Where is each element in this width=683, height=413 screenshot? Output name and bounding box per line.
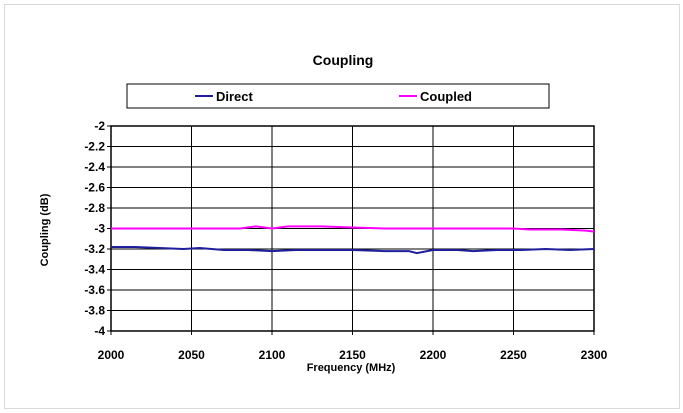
legend-label-coupled: Coupled: [420, 89, 472, 104]
x-axis-label: Frequency (MHz): [307, 362, 396, 374]
series-line-coupled: [111, 225, 595, 233]
legend-label-direct: Direct: [216, 89, 254, 104]
x-tick-label: 2150: [339, 348, 366, 362]
y-tick-label: -2.6: [84, 181, 105, 195]
y-tick-label: -2.8: [84, 201, 105, 215]
legend: Direct Coupled: [126, 83, 550, 109]
series-line-direct: [111, 246, 595, 255]
x-tick-label: 2200: [420, 348, 447, 362]
x-tick-label: 2000: [98, 348, 125, 362]
x-tick-label: 2250: [500, 348, 527, 362]
y-tick-label: -3.2: [84, 242, 105, 256]
legend-box: [126, 83, 550, 109]
chart: Coupling Direct Coupled -2-2.2-2.4-2.6-2…: [39, 52, 608, 374]
series-layer: [111, 225, 595, 255]
x-tick-label: 2100: [259, 348, 286, 362]
tick-labels: -2 -2.2 -2.4 -2.6 -2.8 -3 -3.2 -3.4 -3.6 -3.8 -4 20…: [84, 119, 607, 362]
x-tick-label: 2300: [581, 348, 608, 362]
chart-frame: Coupling Direct Coupled -2 -2.2 -2.4 -2.6 -2…: [4, 4, 680, 409]
y-tick-label: -2.4: [84, 160, 105, 174]
y-tick-label: -2.2: [84, 140, 105, 154]
x-tick-label: 2050: [178, 348, 205, 362]
y-tick-label: -3.6: [84, 283, 105, 297]
grid: [107, 125, 595, 335]
y-tick-label: -2: [94, 119, 105, 133]
y-tick-label: -3: [94, 222, 105, 236]
y-axis-label: Coupling (dB): [39, 193, 51, 266]
chart-title: Coupling: [313, 52, 374, 68]
y-tick-label: -3.4: [84, 263, 105, 277]
y-tick-label: -4: [94, 324, 105, 338]
y-tick-label: -3.8: [84, 304, 105, 318]
